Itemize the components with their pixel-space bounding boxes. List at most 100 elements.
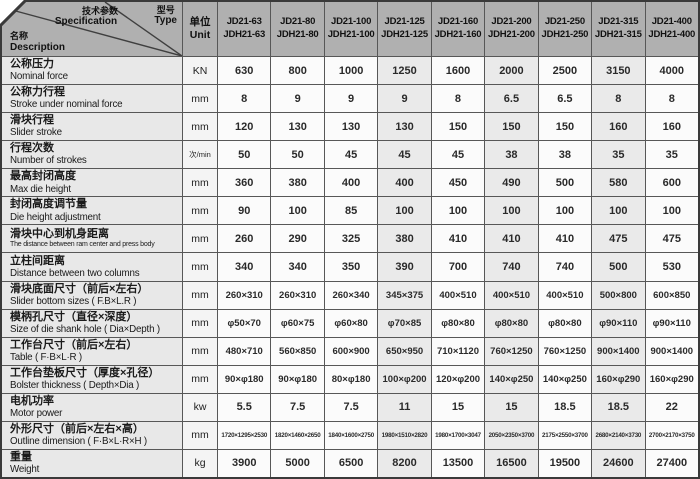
- spec-value-cell: 90×φ180: [271, 365, 324, 393]
- model-name-line2: JDH21-100: [327, 29, 375, 40]
- row-label: 模柄孔尺寸（直径×深度） Size of die shank hole ( Dia…: [2, 309, 182, 337]
- spec-value-cell: φ80×80: [485, 309, 538, 337]
- spec-value-cell: 6500: [324, 449, 378, 477]
- unit-cell: KN: [183, 57, 217, 85]
- spec-value-cell: φ90×110: [645, 309, 698, 337]
- row-label-en: Bolster thickness ( Depth×Dia ): [10, 379, 140, 391]
- corner-type-zh: 型号: [156, 5, 175, 15]
- unit-value: mm: [191, 120, 209, 133]
- spec-value-cell: 35: [592, 141, 645, 169]
- spec-value-cell: φ80×80: [431, 309, 485, 337]
- spec-value-cell: 3150: [592, 57, 645, 85]
- spec-value-cell: 260×340: [324, 281, 378, 309]
- spec-value-cell: 7.5: [271, 393, 324, 421]
- spec-value-cell: 8: [218, 85, 271, 113]
- spec-value-cell: 900×1400: [592, 337, 645, 365]
- unit-cell: mm: [183, 225, 217, 253]
- row-label-zh: 封闭高度调节量: [10, 198, 87, 211]
- spec-value-cell: 450: [431, 169, 485, 197]
- spec-value-cell: 27400: [645, 449, 698, 477]
- row-label-en: Stroke under nominal force: [10, 99, 123, 111]
- spec-value-cell: 150: [538, 113, 592, 141]
- spec-value-cell: 410: [538, 225, 592, 253]
- row-label-zh: 工作台垫板尺寸（厚度×孔径）: [10, 366, 160, 379]
- spec-value-cell: 410: [431, 225, 485, 253]
- spec-value-cell: 13500: [431, 449, 485, 477]
- unit-value: mm: [191, 345, 209, 358]
- spec-value-cell: 740: [538, 253, 592, 281]
- spec-value-cell: 340: [218, 253, 271, 281]
- spec-value-cell: 1980×1700×3047: [431, 421, 485, 449]
- unit-header-en: Unit: [189, 29, 211, 41]
- spec-value-cell: 700: [431, 253, 485, 281]
- corner-name-en: Description: [10, 41, 66, 53]
- spec-value-cell: 400×510: [485, 281, 538, 309]
- row-label-en: Nominal force: [10, 71, 68, 83]
- spec-value-cell: 50: [218, 141, 271, 169]
- spec-value-cell: 8: [645, 85, 698, 113]
- row-label: 滑块行程 Slider stroke: [2, 113, 182, 141]
- unit-cell: mm: [183, 421, 217, 449]
- corner-specification-label: 技术参数 Specification: [54, 6, 118, 28]
- spec-value-cell: 120×φ200: [431, 365, 485, 393]
- unit-value: mm: [191, 317, 209, 330]
- row-label: 立柱间距离 Distance between two columns: [2, 253, 182, 281]
- row-label-en: Slider stroke: [10, 127, 62, 139]
- spec-value-cell: 500×800: [592, 281, 645, 309]
- model-column-header: JD21-315 JDH21-315: [592, 2, 645, 56]
- unit-cell: 次/min: [183, 141, 217, 169]
- spec-value-cell: 400×510: [538, 281, 592, 309]
- spec-value-cell: 500: [592, 253, 645, 281]
- spec-value-cell: 160×φ290: [592, 365, 645, 393]
- spec-value-cell: 600×900: [324, 337, 378, 365]
- spec-value-cell: 100: [538, 197, 592, 225]
- spec-value-cell: 18.5: [538, 393, 592, 421]
- spec-value-cell: 2050×2350×3700: [485, 421, 538, 449]
- spec-value-cell: φ70×85: [378, 309, 431, 337]
- model-column-header: JD21-250 JDH21-250: [538, 2, 592, 56]
- spec-value-cell: 19500: [538, 449, 592, 477]
- spec-value-cell: 100: [592, 197, 645, 225]
- spec-value-cell: 2500: [538, 57, 592, 85]
- spec-value-cell: 8200: [378, 449, 431, 477]
- corner-type-label: 型号 Type: [154, 5, 177, 27]
- unit-value: KN: [192, 64, 208, 77]
- model-name-line2: JDH21-315: [594, 29, 642, 40]
- spec-value-cell: 160: [645, 113, 698, 141]
- spec-value-cell: 650×950: [378, 337, 431, 365]
- model-column-header: JD21-80 JDH21-80: [271, 2, 324, 56]
- model-column-header: JD21-63 JDH21-63: [218, 2, 271, 56]
- spec-value-cell: 18.5: [592, 393, 645, 421]
- spec-value-cell: 15: [431, 393, 485, 421]
- unit-cell: mm: [183, 169, 217, 197]
- row-label-en: Table ( F·B×L·R ): [10, 351, 82, 363]
- corner-type-en: Type: [154, 15, 177, 27]
- spec-value-cell: 50: [271, 141, 324, 169]
- row-label-zh: 工作台尺寸（前后×左右）: [10, 338, 138, 351]
- spec-value-cell: 1840×1600×2750: [324, 421, 378, 449]
- spec-value-cell: 120: [218, 113, 271, 141]
- spec-value-cell: 410: [485, 225, 538, 253]
- spec-value-cell: 2680×2140×3730: [592, 421, 645, 449]
- spec-value-cell: 1720×1295×2530: [218, 421, 271, 449]
- spec-value-cell: 35: [645, 141, 698, 169]
- spec-value-cell: 400×510: [431, 281, 485, 309]
- spec-value-cell: 350: [324, 253, 378, 281]
- model-column-header: JD21-200 JDH21-200: [485, 2, 538, 56]
- model-name-line1: JD21-80: [280, 16, 316, 28]
- row-label-en: Number of strokes: [10, 155, 87, 167]
- row-label: 公称压力 Nominal force: [2, 57, 182, 85]
- spec-value-cell: 130: [378, 113, 431, 141]
- spec-value-cell: 100: [645, 197, 698, 225]
- spec-value-cell: 760×1250: [538, 337, 592, 365]
- spec-value-cell: 7.5: [324, 393, 378, 421]
- spec-value-cell: 600×850: [645, 281, 698, 309]
- model-column-header: JD21-100 JDH21-100: [324, 2, 378, 56]
- spec-value-cell: 475: [592, 225, 645, 253]
- spec-value-cell: 150: [485, 113, 538, 141]
- spec-value-cell: 130: [271, 113, 324, 141]
- row-label: 公称力行程 Stroke under nominal force: [2, 85, 182, 113]
- spec-value-cell: φ60×80: [324, 309, 378, 337]
- unit-cell: mm: [183, 113, 217, 141]
